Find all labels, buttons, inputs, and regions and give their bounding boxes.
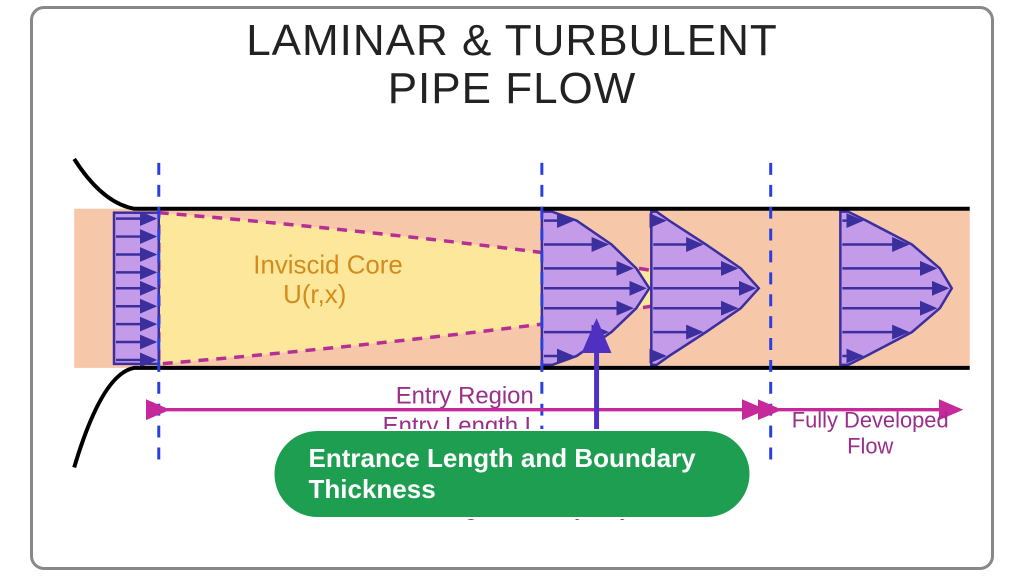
caption-badge: Entrance Length and Boundary Thickness <box>273 429 752 519</box>
diagram-frame: LAMINAR & TURBULENT PIPE FLOW Inviscid C… <box>30 6 994 570</box>
label-fully-dev-2: Flow <box>847 433 893 458</box>
label-inviscid-core-2: U(r,x) <box>283 281 346 309</box>
label-fully-dev-1: Fully Developed <box>792 408 949 433</box>
title-line-2: PIPE FLOW <box>388 64 637 113</box>
main-title: LAMINAR & TURBULENT PIPE FLOW <box>33 17 991 114</box>
label-entry-region: Entry Region <box>396 383 534 410</box>
label-inviscid-core: Inviscid Core <box>253 251 402 279</box>
pipe-wall-top <box>74 159 970 209</box>
title-line-1: LAMINAR & TURBULENT <box>246 16 778 65</box>
